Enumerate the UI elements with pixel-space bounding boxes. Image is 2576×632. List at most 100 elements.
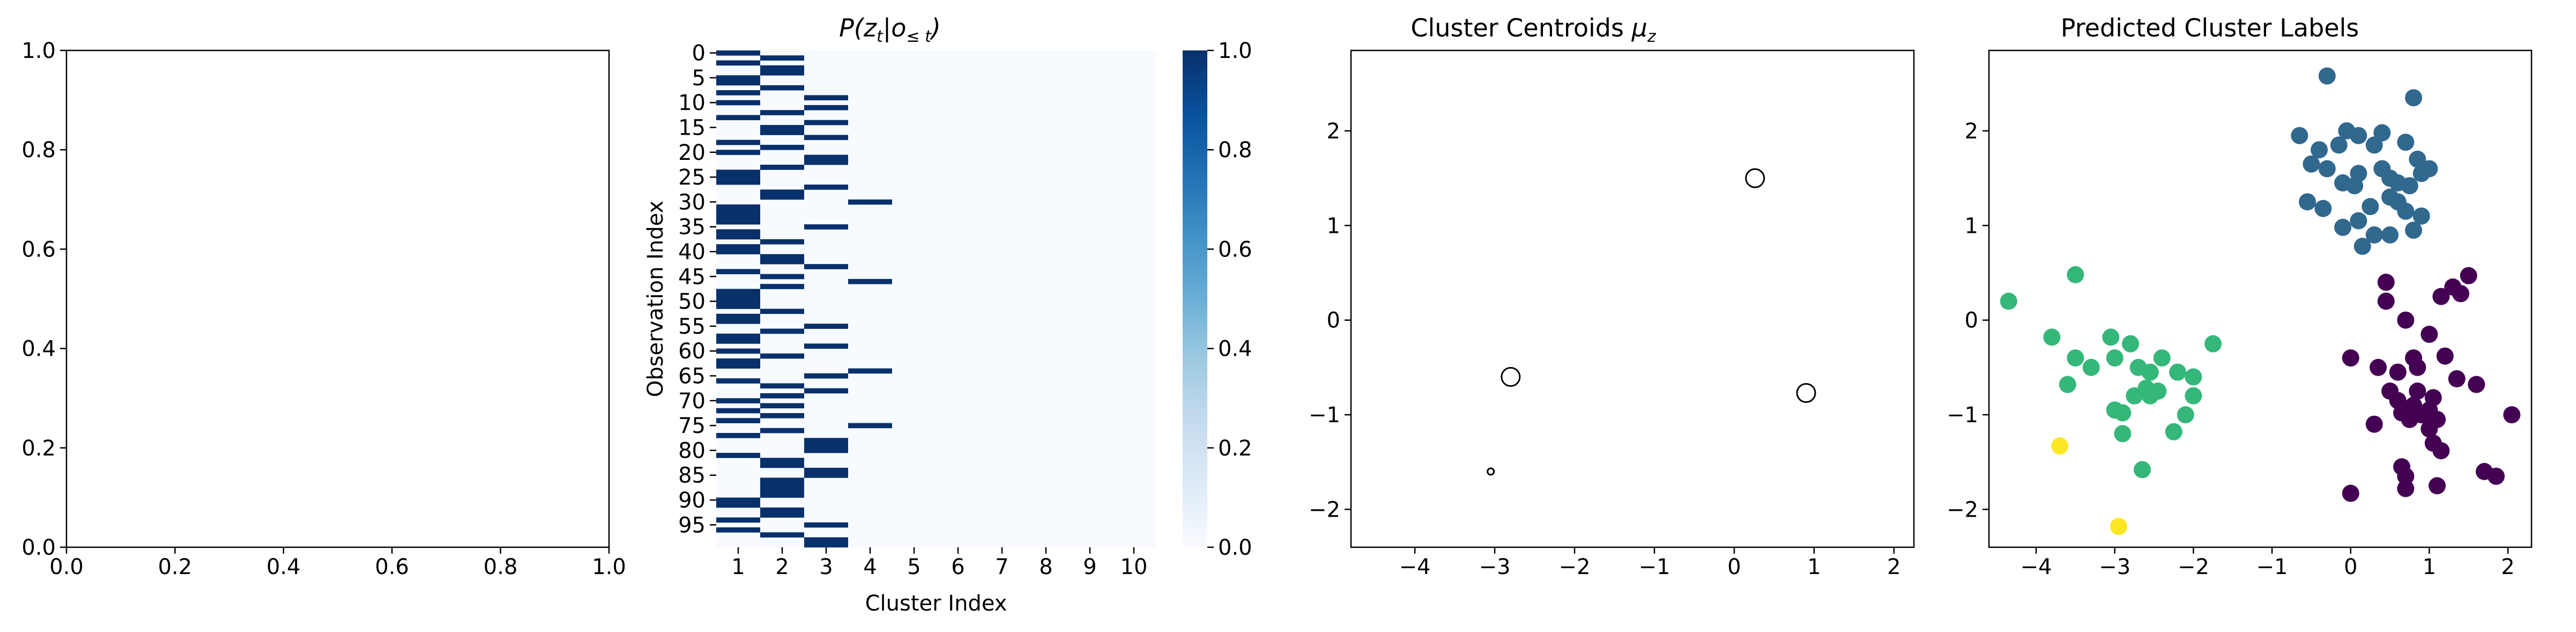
y-tick-label: −1 [1947, 403, 1978, 428]
x-tick-label: 1 [731, 555, 745, 579]
scatter-point [2334, 218, 2351, 236]
heatmap-cell [804, 542, 848, 548]
scatter-point [2311, 141, 2328, 159]
y-tick-label: 25 [678, 165, 706, 190]
scatter-point [2381, 226, 2399, 244]
y-tick-label: 1.0 [21, 39, 56, 63]
heatmap-cell [760, 308, 804, 314]
x-tick-label: 0.4 [266, 555, 301, 579]
heatmap-cell [760, 254, 804, 260]
scatter-point [2134, 461, 2151, 479]
scatter-point [2122, 335, 2139, 352]
y-tick-label: 2 [1965, 119, 1978, 144]
scatter-point [2412, 207, 2430, 225]
scatter-point [2114, 425, 2132, 443]
scatter-point [2185, 387, 2202, 405]
heatmap-cell [804, 155, 848, 160]
y-tick-label: 85 [678, 464, 706, 488]
scatter-point [2397, 311, 2415, 329]
plot-frame [1988, 49, 2533, 548]
heatmap-cell [716, 378, 760, 384]
scatter-point [2185, 368, 2202, 386]
scatter-point [2432, 442, 2450, 460]
scatter-point [2412, 165, 2430, 182]
y-tick-label: 0.8 [21, 138, 56, 163]
scatter-point [2067, 266, 2084, 283]
x-tick-label: 0.8 [484, 555, 518, 579]
y-tick-label: 95 [678, 513, 706, 538]
scatter-point [2405, 89, 2422, 107]
scatter-point [2370, 358, 2387, 376]
scatter-point [2389, 363, 2407, 381]
y-tick-label: 5 [692, 66, 706, 91]
centroid-marker [1745, 168, 1765, 188]
heatmap-cell [760, 493, 804, 498]
heatmap-cell [716, 348, 760, 354]
y-tick-label: 40 [678, 240, 706, 264]
heatmap-cell [716, 358, 760, 364]
x-ticks: 0.0 0.2 0.4 0.6 0.8 1.0 [49, 547, 626, 579]
scatter-point [2452, 285, 2469, 303]
x-tick-label: 7 [995, 555, 1008, 579]
heatmap-cell [804, 95, 848, 100]
heatmap-xlabel: Cluster Index [865, 591, 1007, 616]
y-tick-label: 1.0 [1218, 39, 1252, 63]
x-tick-label: −4 [1399, 555, 1431, 579]
y-tick-label: 0.6 [21, 237, 56, 262]
heatmap-cell [760, 507, 804, 513]
centroids-panel: Cluster Centroids μz −4 −3 −2 −1 0 1 2 −2 −1 0 1 2 [1309, 13, 1915, 579]
x-ticks: −4 −3 −2 −1 0 1 2 [1399, 547, 1901, 579]
scatter-point [2362, 198, 2379, 215]
heatmap-cell [716, 398, 760, 403]
scatter-point [2114, 404, 2132, 422]
heatmap-cell [760, 130, 804, 135]
heatmap-cell [760, 239, 804, 245]
x-tick-label: −3 [2099, 555, 2130, 579]
labels-panel: Predicted Cluster Labels −4 −3 −2 −1 0 1 2 −2−… [1947, 13, 2533, 579]
y-tick-label: 0.0 [1218, 535, 1252, 560]
heatmap-cell [716, 527, 760, 533]
heatmap-cell [760, 532, 804, 538]
x-tick-label: 2 [1887, 555, 1901, 579]
y-tick-label: 55 [678, 314, 706, 339]
heatmap-cell [716, 289, 760, 295]
heatmap-cell [760, 353, 804, 359]
scatter-point [2067, 349, 2084, 367]
scatter-point [2000, 292, 2017, 310]
heatmap-title: P(zt|o≤ t) [839, 13, 941, 46]
y-tick-label: 0 [1327, 308, 1340, 333]
heatmap-cell [760, 428, 804, 433]
y-tick-label: 0.6 [1218, 237, 1252, 262]
scatter-point [2460, 267, 2477, 284]
heatmap-cells [716, 50, 892, 548]
scatter-point [2365, 415, 2383, 433]
centroids-title: Cluster Centroids μz [1411, 13, 1656, 46]
y-tick-label: 0.8 [1218, 138, 1252, 163]
scatter-point [2043, 328, 2061, 346]
scatter-point [2397, 467, 2415, 485]
scatter-point [2436, 347, 2454, 365]
scatter-point [2432, 288, 2450, 305]
scatter-point [2169, 363, 2186, 381]
scatter-point [2350, 212, 2367, 230]
scatter-point [2342, 484, 2359, 502]
scatter-point [2365, 136, 2383, 154]
plot-frame [65, 49, 610, 548]
heatmap-cell [804, 159, 848, 165]
heatmap-cell [760, 393, 804, 399]
y-tick-label: 2 [1327, 119, 1340, 144]
heatmap-cell [804, 324, 848, 329]
heatmap-cell [760, 403, 804, 409]
heatmap-cell [804, 135, 848, 141]
x-tick-label: 9 [1083, 555, 1096, 579]
heatmap-cell [716, 244, 760, 249]
colorbar-ticks: 0.0 0.2 0.4 0.6 0.8 1.0 [1207, 39, 1252, 560]
empty-axes-panel: 0.0 0.2 0.4 0.6 0.8 1.0 0.0 0.2 0.4 0.6 0.8 1.0 [21, 39, 626, 579]
scatter-point [2350, 127, 2367, 144]
scatter-point [2354, 238, 2371, 255]
x-tick-label: 0.2 [158, 555, 192, 579]
scatter-point [2204, 335, 2222, 352]
heatmap-cell [760, 259, 804, 264]
heatmap-cell [804, 522, 848, 528]
scatter-point [2405, 222, 2422, 239]
